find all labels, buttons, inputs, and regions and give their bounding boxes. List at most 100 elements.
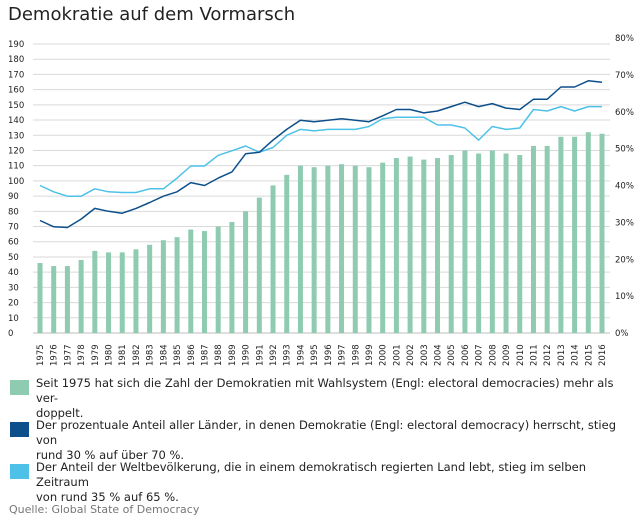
x-tick-label: 1998 <box>351 344 361 366</box>
bar <box>380 162 386 333</box>
x-tick-label: 1985 <box>173 344 183 366</box>
x-tick-label: 1999 <box>365 344 375 366</box>
bar <box>188 229 194 333</box>
x-tick-label: 2013 <box>557 344 567 366</box>
bar <box>476 153 482 333</box>
bar <box>92 250 98 333</box>
bar <box>393 158 399 333</box>
bar <box>530 145 536 333</box>
x-tick-label: 1997 <box>338 344 348 366</box>
right-tick-label: 10% <box>615 292 634 302</box>
x-tick-label: 2016 <box>598 344 608 366</box>
x-tick-label: 2003 <box>420 344 430 366</box>
population-share-line <box>39 105 602 197</box>
bar <box>147 244 153 333</box>
bar <box>544 145 550 333</box>
right-tick-label: 60% <box>615 108 634 118</box>
bar <box>599 133 605 333</box>
left-tick-label: 0 <box>8 329 13 339</box>
x-tick-label: 1992 <box>269 344 279 366</box>
left-tick-label: 100 <box>8 177 24 187</box>
x-tick-label: 2007 <box>475 344 485 366</box>
left-tick-label: 70 <box>8 223 19 233</box>
bar <box>215 226 221 333</box>
right-tick-label: 70% <box>615 71 634 81</box>
left-tick-label: 20 <box>8 299 19 309</box>
bar <box>311 167 317 333</box>
left-tick-label: 140 <box>8 116 24 126</box>
bar <box>339 164 345 333</box>
bar <box>503 153 509 333</box>
bar <box>325 165 331 333</box>
x-tick-label: 1993 <box>283 344 293 366</box>
gridlines <box>33 43 610 334</box>
right-tick-label: 40% <box>615 182 634 192</box>
x-tick-label: 1995 <box>310 344 320 366</box>
x-tick-label: 1987 <box>200 344 210 366</box>
x-tick-label: 1976 <box>50 344 60 366</box>
left-tick-label: 170 <box>8 70 24 80</box>
bar <box>229 221 235 333</box>
bar <box>517 155 523 333</box>
left-axis: 0 10 20 30 40 50 60 70 80 90 100 110 120 130 140 150 160… <box>8 40 24 339</box>
x-tick-label: 2015 <box>584 344 594 366</box>
bar <box>407 156 413 333</box>
bar <box>435 158 441 333</box>
x-tick-label: 2002 <box>406 344 416 366</box>
legend-text-line: doppelt. <box>36 406 84 420</box>
x-tick-label: 2010 <box>516 344 526 366</box>
bar <box>174 237 180 333</box>
bar <box>51 266 57 333</box>
x-tick-label: 2001 <box>392 344 402 366</box>
x-tick-label: 1996 <box>324 344 334 366</box>
bar <box>270 185 276 333</box>
legend-text-line: Seit 1975 hat sich die Zahl der Demokrat… <box>36 376 614 405</box>
left-tick-label: 40 <box>8 268 19 278</box>
left-tick-label: 190 <box>8 40 24 50</box>
chart-title: Demokratie auf dem Vormarsch <box>8 4 296 25</box>
bar <box>243 211 249 333</box>
bar <box>421 159 427 333</box>
x-tick-label: 2005 <box>447 344 457 366</box>
bar <box>256 197 262 333</box>
legend-text-line: rund 30 % auf über 70 %. <box>36 448 185 462</box>
bar <box>297 165 303 333</box>
legend-swatch-population-line <box>10 464 29 479</box>
x-tick-label: 2011 <box>529 344 539 366</box>
right-tick-label: 20% <box>615 255 634 265</box>
left-tick-label: 160 <box>8 86 24 96</box>
bar <box>352 165 358 333</box>
x-tick-label: 2012 <box>543 344 553 366</box>
x-tick-label: 1981 <box>118 344 128 366</box>
right-tick-label: 50% <box>615 145 634 155</box>
x-tick-label: 2014 <box>571 344 581 366</box>
bar-series <box>37 132 605 333</box>
source-note: Quelle: Global State of Democracy <box>9 503 200 516</box>
bar <box>448 155 454 333</box>
left-tick-label: 80 <box>8 207 19 217</box>
x-tick-label: 1994 <box>296 344 306 366</box>
x-tick-label: 2008 <box>488 344 498 366</box>
bar <box>64 266 70 333</box>
chart: 0 10 20 30 40 50 60 70 80 90 100 110 120 130 140 150 160… <box>8 34 634 366</box>
x-tick-label: 2006 <box>461 344 471 366</box>
x-tick-label: 2004 <box>434 344 444 366</box>
legend-text-line: von rund 35 % auf 65 %. <box>36 490 179 504</box>
left-tick-label: 60 <box>8 238 19 248</box>
bar <box>489 150 495 333</box>
left-tick-label: 110 <box>8 162 24 172</box>
right-axis: 0% 10% 20% 30% 40% 50% 60% 70% 80% <box>615 34 634 339</box>
left-tick-label: 120 <box>8 146 24 156</box>
x-tick-label: 1982 <box>132 344 142 366</box>
legend-swatch-bars <box>10 380 29 395</box>
line-series <box>39 80 603 229</box>
x-tick-label: 1977 <box>63 344 73 366</box>
bar <box>462 150 468 333</box>
x-tick-label: 2000 <box>379 344 389 366</box>
bar <box>37 263 43 333</box>
x-tick-label: 1984 <box>159 344 169 366</box>
bar <box>366 167 372 333</box>
bar <box>201 231 207 333</box>
x-tick-label: 1991 <box>255 344 265 366</box>
x-tick-label: 1989 <box>228 344 238 366</box>
